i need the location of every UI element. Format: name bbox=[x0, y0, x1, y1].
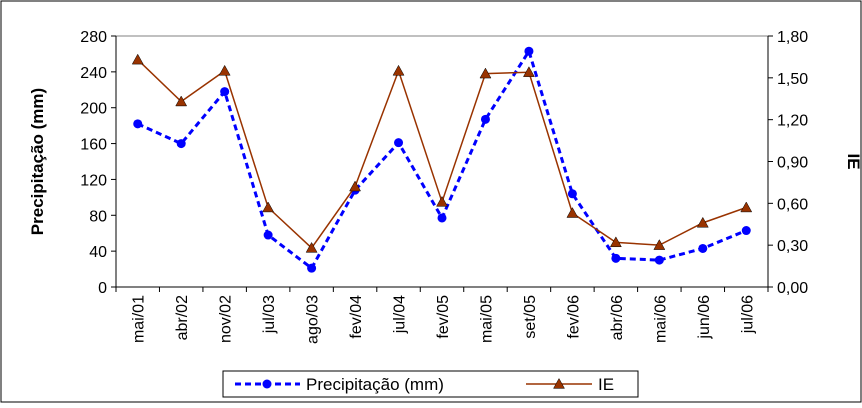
y-left-tick-label: 240 bbox=[80, 65, 107, 82]
data-point-precipitacao bbox=[524, 46, 534, 56]
data-point-ie bbox=[653, 239, 666, 250]
data-point-precipitacao bbox=[654, 255, 664, 265]
y-left-tick-label: 0 bbox=[98, 280, 107, 297]
data-point-ie bbox=[131, 53, 144, 65]
data-point-precipitacao bbox=[307, 263, 317, 273]
data-point-precipitacao bbox=[480, 114, 490, 124]
data-point-precipitacao bbox=[394, 138, 404, 148]
x-tick-label: jul/06 bbox=[739, 295, 756, 334]
data-point-ie bbox=[609, 236, 622, 248]
x-tick-label: fev/04 bbox=[348, 295, 365, 339]
y-right-tick-label: 0,30 bbox=[777, 238, 808, 255]
data-point-ie bbox=[349, 180, 361, 192]
y-right-tick-label: 0,90 bbox=[777, 155, 808, 172]
data-point-precipitacao bbox=[741, 226, 751, 236]
x-tick-label: fev/06 bbox=[565, 295, 582, 339]
legend-swatch-marker-ie bbox=[553, 377, 565, 389]
x-tick-label: jul/04 bbox=[392, 295, 409, 334]
x-tick-label: jul/03 bbox=[261, 295, 278, 334]
y-left-axis-title: Precipitação (mm) bbox=[28, 88, 47, 235]
x-tick-label: jun/06 bbox=[696, 295, 713, 340]
y-left-tick-label: 160 bbox=[80, 137, 107, 154]
x-tick-label: mai/05 bbox=[478, 295, 495, 343]
y-right-tick-label: 1,80 bbox=[777, 29, 808, 46]
x-tick-label: nov/02 bbox=[218, 295, 235, 343]
x-tick-label: set/05 bbox=[522, 295, 539, 339]
legend-label-ie: IE bbox=[598, 375, 614, 394]
y-right-tick-label: 0,60 bbox=[777, 196, 808, 213]
x-tick-label: mai/01 bbox=[131, 295, 148, 343]
data-point-precipitacao bbox=[263, 230, 273, 240]
data-point-precipitacao bbox=[611, 253, 621, 263]
data-point-precipitacao bbox=[698, 243, 708, 253]
y-right-tick-label: 1,50 bbox=[777, 71, 808, 88]
y-right-tick-label: 0,00 bbox=[777, 280, 808, 297]
legend-swatch-marker-precipitacao bbox=[262, 379, 272, 389]
data-point-ie bbox=[566, 207, 579, 218]
data-point-ie bbox=[479, 67, 492, 79]
data-point-precipitacao bbox=[176, 139, 186, 149]
data-point-ie bbox=[523, 66, 535, 77]
x-tick-label: abr/02 bbox=[174, 295, 191, 340]
data-point-ie bbox=[262, 201, 275, 213]
data-point-ie bbox=[696, 216, 709, 228]
y-right-axis-title: IE bbox=[844, 153, 862, 169]
y-left-tick-label: 40 bbox=[89, 244, 107, 261]
data-point-ie bbox=[740, 201, 753, 213]
y-left-tick-label: 200 bbox=[80, 101, 107, 118]
y-left-tick-label: 280 bbox=[80, 29, 107, 46]
x-tick-label: ago/03 bbox=[305, 295, 322, 344]
data-point-precipitacao bbox=[437, 213, 447, 223]
data-point-ie bbox=[305, 241, 318, 253]
x-tick-label: abr/06 bbox=[609, 295, 626, 340]
legend-label-precipitacao: Precipitação (mm) bbox=[306, 375, 444, 394]
y-left-tick-label: 120 bbox=[80, 172, 107, 189]
data-point-precipitacao bbox=[133, 119, 143, 129]
data-point-ie bbox=[175, 95, 188, 107]
data-point-ie bbox=[218, 64, 231, 76]
data-point-precipitacao bbox=[567, 189, 577, 199]
y-right-tick-label: 1,20 bbox=[777, 113, 808, 130]
x-tick-label: mai/06 bbox=[652, 295, 669, 343]
data-point-precipitacao bbox=[220, 87, 230, 97]
data-point-ie bbox=[392, 64, 405, 76]
data-point-ie bbox=[436, 195, 448, 207]
y-left-tick-label: 80 bbox=[89, 208, 107, 225]
x-tick-label: fev/05 bbox=[435, 295, 452, 339]
